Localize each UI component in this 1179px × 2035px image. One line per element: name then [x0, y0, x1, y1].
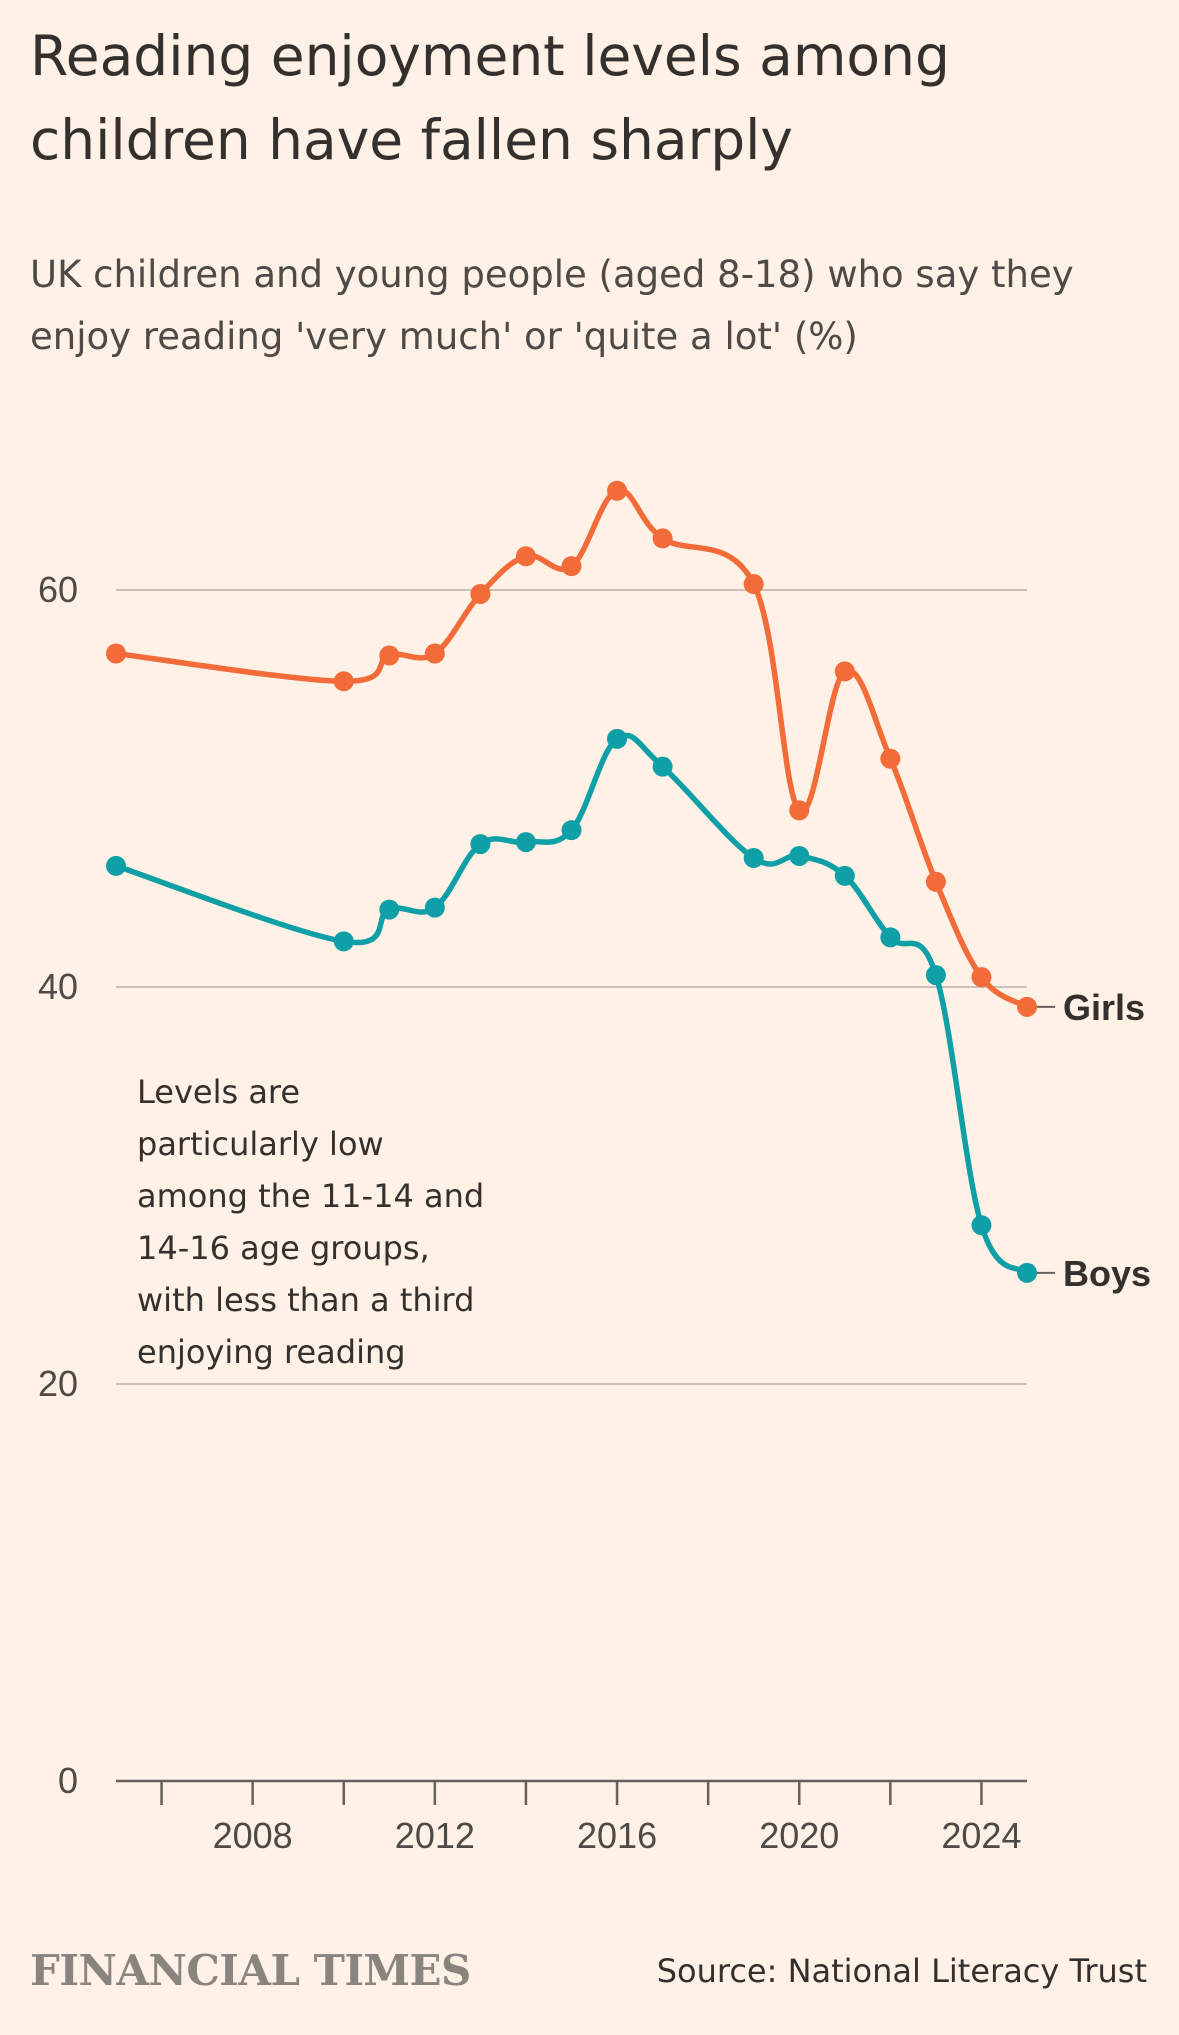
annotation-line: particularly low [137, 1125, 384, 1163]
data-point-boys [834, 865, 855, 886]
ft-logo: FINANCIAL TIMES [30, 1946, 471, 1995]
data-point-girls [424, 643, 445, 664]
data-point-boys [424, 897, 445, 918]
gridlines [116, 589, 1027, 1385]
chart-title: Reading enjoyment levels among children … [30, 24, 950, 172]
data-point-girls [515, 546, 536, 567]
annotation-line: 14-16 age groups, [137, 1229, 430, 1267]
data-point-boys [106, 855, 126, 876]
annotation-line: among the 11-14 and [137, 1177, 485, 1215]
series-points [106, 480, 1037, 1283]
data-point-boys [880, 927, 901, 948]
data-point-girls [470, 583, 491, 604]
x-axis: 2008 2012 2016 2020 2024 [116, 1779, 1027, 1856]
data-point-girls [789, 800, 810, 821]
data-point-boys [925, 965, 946, 986]
x-tick-label: 2024 [941, 1815, 1021, 1856]
data-point-girls [607, 480, 628, 501]
chart-annotation: Levels are particularly low among the 11… [137, 1066, 537, 1378]
data-point-boys [515, 832, 536, 853]
series-labels: Girls Boys [1037, 987, 1151, 1294]
data-point-girls [379, 645, 400, 666]
annotation-line: enjoying reading [137, 1333, 406, 1371]
data-point-girls [880, 748, 901, 769]
data-point-girls [106, 643, 126, 664]
data-point-boys [789, 845, 810, 866]
data-point-boys [470, 834, 491, 855]
x-tick-label: 2008 [213, 1815, 293, 1856]
y-tick-label: 40 [38, 966, 78, 1007]
x-tick-label: 2012 [395, 1815, 475, 1856]
source-note: Source: National Literacy Trust [656, 1952, 1147, 1990]
line-chart: 0 20 40 60 2008 2012 2016 2020 2024 Girls Boys [38, 480, 1151, 1856]
data-point-girls [333, 671, 354, 692]
data-point-girls [743, 574, 764, 595]
x-tick-label: 2020 [759, 1815, 839, 1856]
y-axis-ticks: 0 20 40 60 [38, 569, 78, 1801]
chart-subtitle: UK children and young people (aged 8-18)… [30, 253, 1074, 358]
data-point-girls [971, 967, 992, 988]
data-point-girls [1017, 996, 1037, 1017]
data-point-girls [834, 661, 855, 682]
x-tick-label: 2016 [577, 1815, 657, 1856]
data-point-boys [652, 756, 673, 777]
annotation-line: Levels are [137, 1073, 301, 1111]
data-point-boys [379, 899, 400, 920]
annotation-line: with less than a third [137, 1281, 475, 1319]
series-label-boys: Boys [1063, 1253, 1151, 1294]
data-point-boys [561, 820, 582, 841]
series-label-girls: Girls [1063, 987, 1145, 1028]
data-point-boys [971, 1215, 992, 1236]
data-point-girls [925, 871, 946, 892]
y-tick-label: 60 [38, 569, 78, 610]
data-point-boys [333, 931, 354, 952]
y-tick-label: 0 [58, 1760, 78, 1801]
data-point-girls [561, 556, 582, 577]
data-point-boys [607, 728, 628, 749]
data-point-boys [743, 847, 764, 868]
y-tick-label: 20 [38, 1363, 78, 1404]
data-point-boys [1017, 1262, 1037, 1283]
data-point-girls [652, 528, 673, 549]
